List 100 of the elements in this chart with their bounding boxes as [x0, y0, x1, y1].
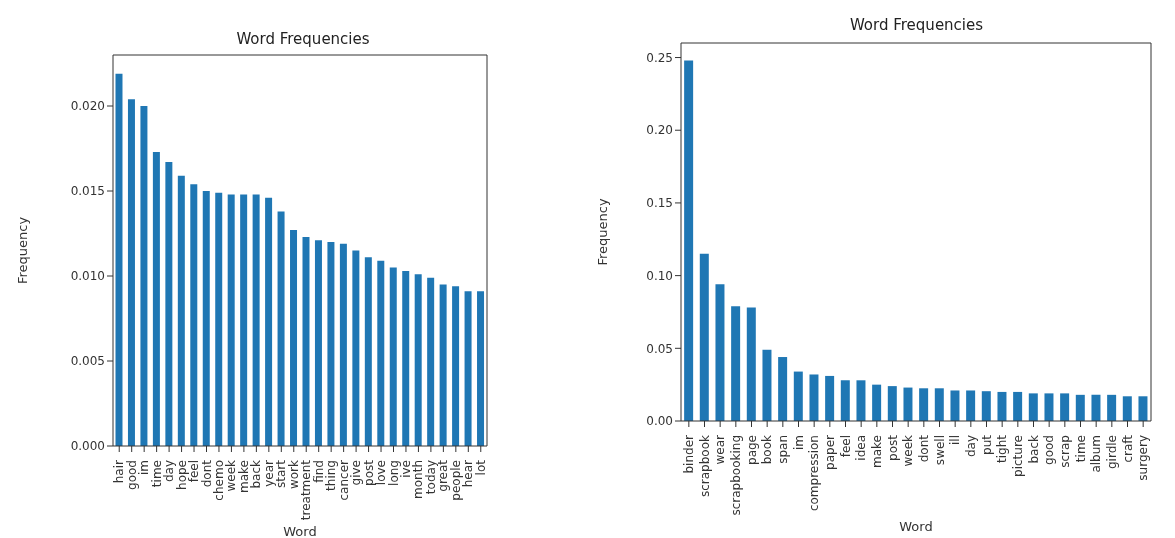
bar: [452, 286, 460, 446]
x-tick-label: hear: [461, 459, 476, 488]
bar: [352, 250, 360, 446]
x-tick-label: year: [261, 459, 276, 487]
x-tick-label: book: [760, 434, 775, 465]
x-tick-label: ive: [398, 460, 413, 478]
bar: [265, 197, 273, 446]
x-tick-label: album: [1089, 435, 1104, 473]
x-tick-label: week: [224, 459, 239, 492]
bar: [389, 267, 397, 446]
bar: [793, 371, 803, 421]
bar: [856, 380, 866, 421]
x-tick-label: time: [1073, 435, 1088, 463]
bar: [327, 242, 335, 446]
x-tick-label: post: [885, 434, 900, 461]
chart-title: Word Frequencies: [848, 15, 985, 34]
bar: [699, 253, 709, 421]
bar: [152, 151, 160, 446]
x-tick-label: ill: [948, 435, 963, 446]
x-tick-label: idea: [854, 435, 869, 461]
x-tick-label: compression: [807, 435, 822, 512]
x-tick-label: im: [137, 460, 152, 476]
x-tick-label: wear: [713, 434, 728, 465]
chart-title: Word Frequencies: [235, 29, 371, 48]
x-tick-label: craft: [1120, 434, 1135, 463]
x-tick-label: im: [791, 435, 806, 451]
y-tick-label: 0.05: [646, 341, 673, 356]
bar: [402, 270, 410, 446]
x-tick-label: good: [1042, 435, 1057, 465]
x-tick-label: week: [901, 434, 916, 467]
x-tick-label: paper: [822, 434, 837, 470]
bar: [1107, 394, 1117, 421]
x-tick-label: back: [1026, 434, 1041, 464]
bar: [439, 284, 447, 446]
bar: [1013, 391, 1023, 421]
bar: [1122, 396, 1132, 421]
x-tick-label: feel: [838, 435, 853, 458]
bar: [314, 240, 322, 446]
x-tick-label: tight: [995, 434, 1010, 463]
x-tick-label: good: [124, 460, 139, 490]
x-tick-label: long: [386, 460, 401, 486]
bar: [202, 191, 210, 446]
bar: [190, 184, 198, 446]
bar: [934, 388, 944, 421]
x-tick-label: chemo: [211, 460, 226, 501]
x-tick-label: scrap: [1057, 435, 1072, 468]
bar: [997, 391, 1007, 421]
bar: [227, 194, 235, 446]
bar: [981, 391, 991, 421]
bar: [240, 194, 248, 446]
x-axis-title: Word: [899, 519, 933, 534]
x-tick-label: time: [149, 460, 164, 488]
y-tick-label: 0.20: [646, 123, 673, 138]
x-tick-label: dont: [199, 459, 214, 488]
bar: [887, 386, 897, 421]
bar: [778, 357, 788, 421]
y-tick-label: 0.020: [70, 99, 105, 114]
bar: [872, 384, 882, 421]
x-tick-label: treatment: [299, 459, 314, 521]
bar: [339, 243, 347, 446]
x-tick-label: month: [411, 460, 426, 499]
x-tick-label: start: [274, 459, 289, 488]
bar: [1075, 394, 1085, 421]
bar: [1138, 396, 1148, 421]
bar: [919, 388, 929, 421]
bar: [903, 387, 913, 421]
bar: [1091, 394, 1101, 421]
x-axis-title: Word: [283, 524, 317, 538]
bar: [477, 291, 485, 446]
bar: [825, 375, 835, 421]
x-tick-label: girdle: [1104, 435, 1119, 470]
bar: [715, 284, 725, 421]
bar: [809, 374, 819, 421]
x-tick-label: people: [448, 460, 463, 501]
bar: [364, 257, 372, 446]
x-tick-label: day: [162, 460, 177, 483]
bar: [1060, 393, 1070, 421]
x-tick-label: surgery: [1136, 435, 1151, 481]
bar: [1044, 393, 1054, 421]
x-tick-label: thing: [324, 460, 339, 491]
x-tick-label: back: [249, 459, 264, 489]
x-tick-label: binder: [681, 434, 696, 474]
bar: [165, 162, 173, 446]
bar: [140, 106, 148, 446]
bar: [252, 194, 260, 446]
bar: [1028, 393, 1038, 421]
y-tick-label: 0.10: [646, 268, 673, 283]
x-tick-label: make: [236, 460, 251, 493]
bar: [731, 306, 741, 421]
bar: [464, 291, 472, 446]
x-tick-label: scrapbooking: [728, 435, 743, 516]
bar: [302, 236, 310, 446]
y-tick-label: 0.25: [646, 50, 673, 65]
y-tick-label: 0.015: [70, 184, 105, 199]
bar: [684, 60, 694, 421]
y-tick-label: 0.010: [70, 269, 105, 284]
bar: [427, 277, 435, 446]
bar: [746, 307, 756, 421]
x-tick-label: put: [979, 434, 994, 455]
x-tick-label: scrapbook: [697, 434, 712, 498]
